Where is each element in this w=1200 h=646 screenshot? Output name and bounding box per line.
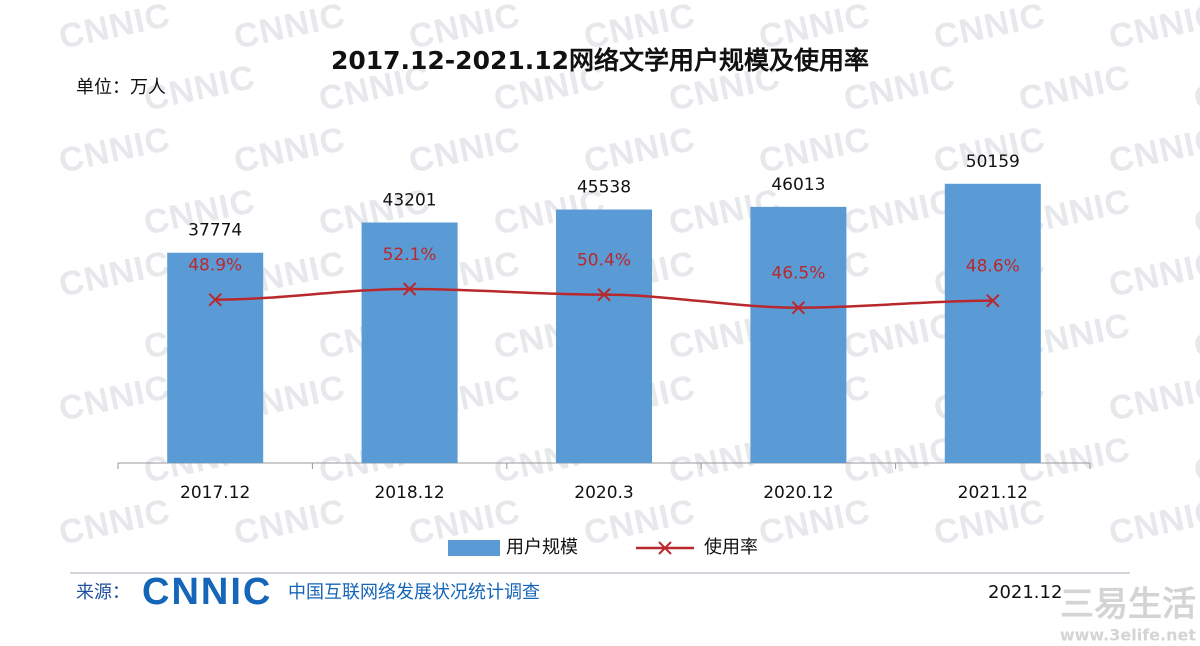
bar-value-label: 46013 bbox=[771, 175, 825, 195]
bar-value-label: 50159 bbox=[966, 152, 1020, 172]
source-text: 中国互联网络发展状况统计调查 bbox=[288, 582, 540, 603]
watermark: CNNIC bbox=[1106, 0, 1200, 57]
watermark: CNNIC bbox=[1191, 58, 1200, 119]
legend-marker bbox=[658, 541, 672, 555]
rate-value-label: 50.4% bbox=[577, 251, 631, 271]
rate-marker bbox=[791, 300, 806, 315]
x-tick-label: 2021.12 bbox=[958, 483, 1028, 503]
unit-label: 单位：万人 bbox=[76, 77, 166, 98]
watermark: CNNIC bbox=[841, 430, 959, 491]
source-label: 来源： bbox=[76, 582, 130, 603]
bar bbox=[361, 222, 458, 463]
rate-value-label: 48.9% bbox=[188, 256, 242, 276]
bar-value-label: 37774 bbox=[188, 221, 242, 241]
site-watermark: 三易生活 bbox=[1060, 585, 1196, 625]
x-tick-label: 2017.12 bbox=[180, 483, 250, 503]
watermark: CNNIC bbox=[756, 120, 874, 181]
watermark: CNNIC bbox=[406, 120, 524, 181]
watermark: CNNIC bbox=[56, 368, 174, 429]
bar-value-label: 43201 bbox=[383, 191, 437, 211]
watermark: CNNIC bbox=[1191, 306, 1200, 367]
date: 2021.12 bbox=[988, 582, 1062, 603]
x-tick-label: 2020.12 bbox=[763, 483, 833, 503]
rate-marker bbox=[986, 293, 1000, 308]
watermark: CNNIC bbox=[56, 244, 174, 305]
x-tick-label: 2018.12 bbox=[374, 483, 444, 503]
watermark: CNNIC bbox=[841, 306, 959, 367]
rate-value-label: 48.6% bbox=[966, 257, 1020, 277]
legend-swatch bbox=[448, 540, 500, 556]
legend-label: 用户规模 bbox=[506, 537, 578, 558]
watermark: CNNIC bbox=[1106, 492, 1200, 553]
watermark: CNNIC bbox=[56, 492, 174, 553]
bar bbox=[167, 252, 264, 463]
rate-value-label: 46.5% bbox=[771, 264, 825, 284]
rate-value-label: 52.1% bbox=[383, 245, 437, 265]
bar-value-label: 45538 bbox=[577, 178, 631, 198]
rate-marker bbox=[208, 292, 222, 307]
rate-marker bbox=[402, 282, 417, 296]
watermark: CNNIC bbox=[1106, 368, 1200, 429]
bar bbox=[556, 209, 652, 463]
watermark: CNNIC bbox=[56, 120, 174, 181]
site-url: www.3elife.net bbox=[1060, 626, 1196, 645]
watermark: CNNIC bbox=[1191, 182, 1200, 243]
bar bbox=[944, 183, 1041, 464]
watermark: CNNIC bbox=[1016, 58, 1134, 119]
watermark: CNNIC bbox=[1191, 430, 1200, 491]
watermark: CNNIC bbox=[931, 0, 1049, 57]
watermark: CNNIC bbox=[1106, 244, 1200, 305]
watermark: CNNIC bbox=[231, 120, 349, 181]
logo: CNNIC bbox=[142, 571, 272, 613]
watermark: CNNIC bbox=[581, 120, 699, 181]
legend-label: 使用率 bbox=[704, 537, 758, 558]
chart-title: 2017.12-2021.12网络文学用户规模及使用率 bbox=[331, 46, 869, 75]
watermark: CNNIC bbox=[1106, 120, 1200, 181]
rate-marker bbox=[597, 287, 611, 302]
watermark: CNNIC bbox=[841, 182, 959, 243]
bar bbox=[750, 206, 847, 463]
watermark: CNNIC bbox=[56, 0, 174, 57]
x-tick-label: 2020.3 bbox=[574, 483, 633, 503]
